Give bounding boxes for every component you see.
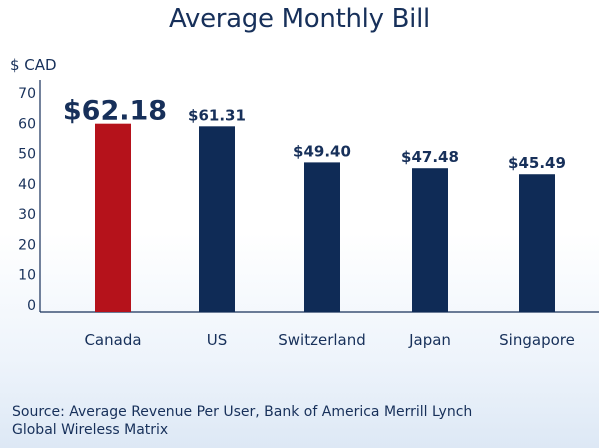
source-line-1: Source: Average Revenue Per User, Bank o… [12, 404, 473, 420]
bar-switzerland [304, 162, 340, 312]
category-label-us: US [207, 331, 228, 349]
value-label-us: $61.31 [188, 106, 246, 124]
y-tick-label: 0 [27, 298, 36, 314]
y-tick-label: 20 [18, 237, 36, 253]
value-label-switzerland: $49.40 [293, 142, 351, 160]
value-label-singapore: $45.49 [508, 154, 566, 172]
y-tick-label: 30 [18, 207, 36, 223]
y-tick-label: 50 [18, 147, 36, 163]
source-line-2: Global Wireless Matrix [12, 422, 169, 438]
value-label-japan: $47.48 [401, 148, 459, 166]
value-label-canada: $62.18 [63, 96, 167, 127]
y-axis-unit-label: $ CAD [10, 56, 57, 74]
bar-singapore [519, 174, 555, 312]
category-label-singapore: Singapore [499, 331, 575, 349]
category-label-japan: Japan [408, 331, 451, 349]
chart-title: Average Monthly Bill [169, 4, 430, 34]
bar-us [199, 126, 235, 312]
y-tick-label: 70 [18, 86, 36, 102]
y-tick-label: 60 [18, 116, 36, 132]
category-label-canada: Canada [84, 331, 141, 349]
y-tick-label: 10 [18, 268, 36, 284]
source-note: Source: Average Revenue Per User, Bank o… [12, 403, 472, 439]
y-tick-label: 40 [18, 177, 36, 193]
category-label-switzerland: Switzerland [278, 331, 366, 349]
bar-japan [412, 168, 448, 312]
bar-canada [95, 123, 131, 312]
